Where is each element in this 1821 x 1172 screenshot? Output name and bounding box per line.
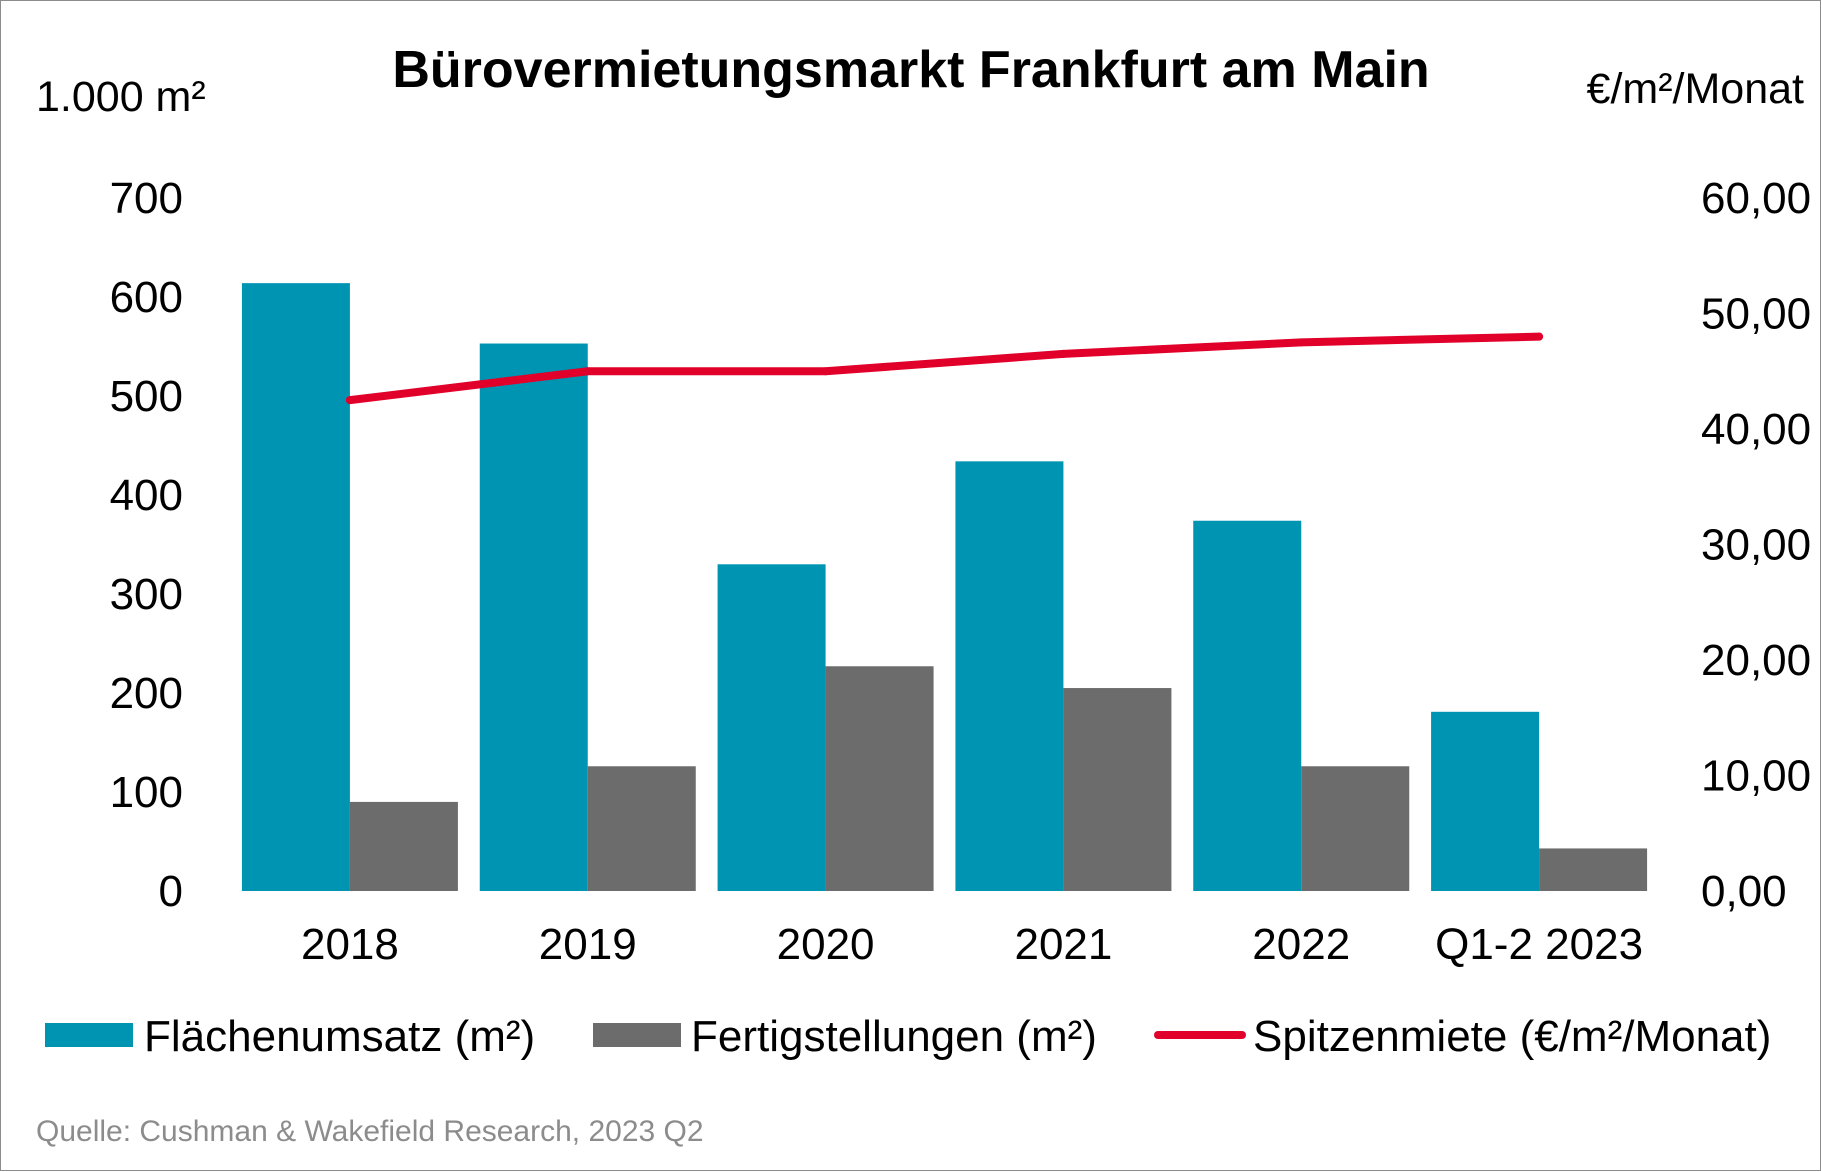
fertigstellungen-bar: [1301, 766, 1410, 891]
left-axis-tick-label: 500: [110, 372, 183, 421]
right-axis-tick-label: 60,00: [1701, 174, 1811, 223]
left-axis-tick-label: 300: [110, 570, 183, 619]
category-label: 2019: [539, 920, 637, 969]
left-axis-tick-label: 0: [159, 867, 183, 916]
right-axis-tick-label: 0,00: [1701, 867, 1787, 916]
line-marks: [345, 332, 1544, 405]
flaechenumsatz-bar: [717, 564, 826, 891]
category-label: Q1-2 2023: [1435, 920, 1643, 969]
legend-fertigstellungen-swatch: [593, 1023, 681, 1047]
fertigstellungen-bar: [1539, 848, 1648, 891]
fertigstellungen-bar: [349, 801, 458, 891]
flaechenumsatz-bar: [955, 461, 1064, 891]
chart-title: Bürovermietungsmarkt Frankfurt am Main: [392, 41, 1429, 99]
legend-flaechenumsatz-swatch: [45, 1023, 133, 1047]
source-note: Quelle: Cushman & Wakefield Research, 20…: [36, 1115, 704, 1148]
right-axis-tick-label: 50,00: [1701, 290, 1811, 339]
legend-spitzenmiete-label: Spitzenmiete (€/m²/Monat): [1253, 1012, 1771, 1061]
category-label: 2018: [301, 920, 399, 969]
spitzenmiete-point: [1297, 338, 1306, 347]
category-labels: 2018 2019 2020 2021 2022 Q1-2 2023: [301, 920, 1643, 969]
left-axis-tick-label: 100: [110, 768, 183, 817]
legend-fertigstellungen-label: Fertigstellungen (m²): [691, 1012, 1097, 1061]
right-axis-tick-label: 10,00: [1701, 752, 1811, 801]
category-label: 2022: [1252, 920, 1350, 969]
category-label: 2020: [777, 920, 875, 969]
left-axis-tick-label: 200: [110, 669, 183, 718]
spitzenmiete-point: [1059, 349, 1068, 358]
left-axis-tick-label: 400: [110, 471, 183, 520]
fertigstellungen-bar: [825, 666, 934, 891]
flaechenumsatz-bar: [479, 343, 588, 891]
legend: Flächenumsatz (m²) Fertigstellungen (m²) S…: [45, 1012, 1771, 1061]
flaechenumsatz-bar: [1431, 711, 1540, 891]
spitzenmiete-line: [345, 332, 1544, 405]
right-axis-tick-label: 40,00: [1701, 405, 1811, 454]
spitzenmiete-point: [583, 367, 592, 376]
flaechenumsatz-bar: [1193, 520, 1302, 891]
spitzenmiete-point: [1535, 332, 1544, 341]
flaechenumsatz-bar: [241, 283, 350, 891]
category-label: 2021: [1014, 920, 1112, 969]
right-axis-unit-label: €/m²/Monat: [1587, 65, 1805, 113]
right-axis-ticks: 0,00 10,00 20,00 30,00 40,00 50,00 60,00: [1701, 174, 1811, 916]
left-axis-unit-label: 1.000 m²: [36, 73, 206, 121]
bar-marks: [241, 283, 1648, 891]
left-axis-tick-label: 600: [110, 273, 183, 322]
spitzenmiete-point: [345, 396, 354, 405]
legend-flaechenumsatz-label: Flächenumsatz (m²): [144, 1012, 535, 1061]
left-axis-tick-label: 700: [110, 174, 183, 223]
fertigstellungen-bar: [1063, 688, 1172, 891]
right-axis-tick-label: 30,00: [1701, 521, 1811, 570]
spitzenmiete-point: [821, 367, 830, 376]
right-axis-tick-label: 20,00: [1701, 636, 1811, 685]
fertigstellungen-bar: [587, 766, 696, 891]
left-axis-ticks: 0 100 200 300 400 500 600 700: [110, 174, 183, 916]
